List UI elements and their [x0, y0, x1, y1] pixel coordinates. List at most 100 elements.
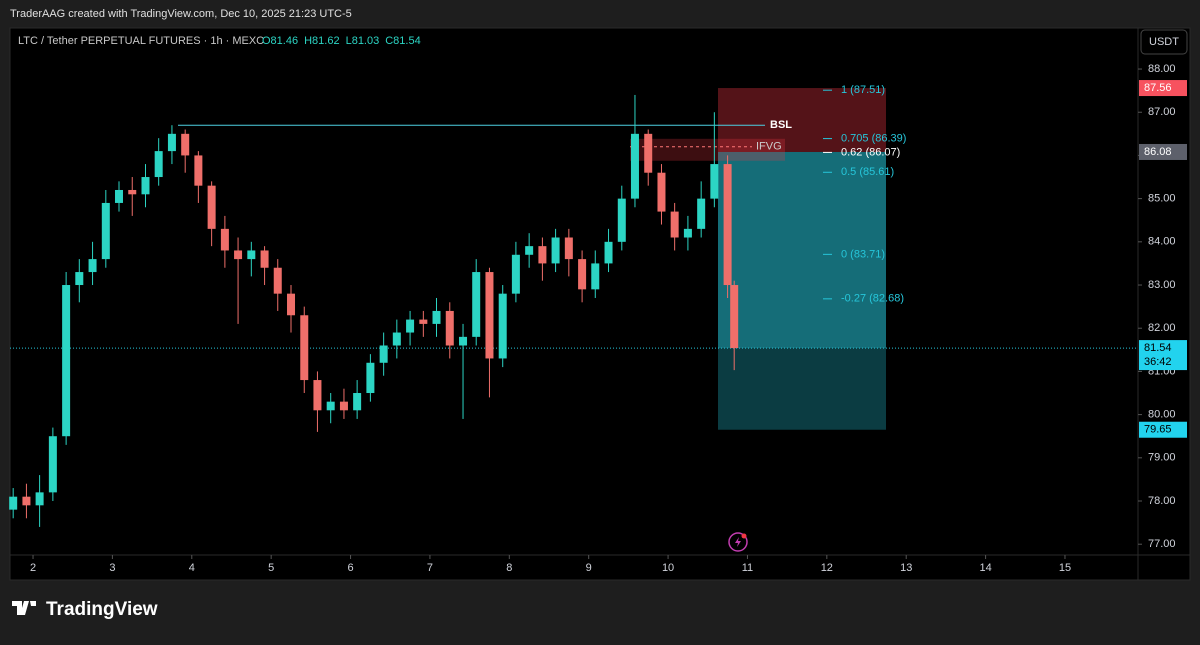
candle-body [591, 263, 600, 290]
candle-body [128, 189, 137, 195]
candle-body [154, 151, 163, 178]
candle-body [141, 177, 150, 195]
candle-body [167, 133, 176, 152]
candle-body [578, 259, 587, 290]
profit-zone [718, 151, 886, 349]
price-badge-label: 87.56 [1144, 82, 1172, 94]
candle-body [630, 133, 639, 199]
ifvg-label: IFVG [756, 141, 782, 153]
x-tick-label: 11 [742, 562, 753, 574]
price-badge-label: 86.08 [1144, 146, 1172, 158]
currency[interactable]: USDT [1149, 36, 1179, 48]
candle-body [683, 228, 692, 238]
candle-body [287, 293, 296, 316]
price-badge-label: 79.65 [1144, 424, 1172, 436]
candle-body [22, 496, 31, 506]
x-tick-label: 3 [109, 562, 115, 574]
y-tick-label: 87.00 [1148, 106, 1176, 118]
candle-body [273, 267, 282, 294]
x-tick-label: 14 [979, 562, 991, 574]
symbol: LTC / Tether PERPETUAL FUTURES · 1h · ME… [18, 35, 264, 47]
ohlc-value: C81.54 [385, 35, 420, 47]
y-tick-label: 85.00 [1148, 193, 1176, 205]
y-tick-label: 78.00 [1148, 495, 1176, 507]
candle-body [419, 319, 428, 324]
candle-body [730, 285, 739, 349]
y-tick-label: 88.00 [1148, 63, 1176, 75]
candle-body [194, 155, 203, 186]
price-badge [1139, 80, 1187, 97]
currency-button[interactable] [1140, 29, 1188, 55]
candle-body [564, 237, 573, 260]
candle-body [313, 380, 322, 411]
candle-body [247, 250, 256, 260]
x-tick-label: 5 [268, 562, 274, 574]
price-badge [1139, 143, 1187, 160]
x-tick-label: 13 [900, 562, 912, 574]
candle-body [670, 211, 679, 238]
candle-body [498, 293, 507, 359]
candle-body [234, 250, 243, 260]
candle-body [260, 250, 269, 268]
candle-body [48, 436, 57, 493]
candle-body [326, 401, 335, 411]
candle-body [432, 310, 441, 324]
candle-body [300, 315, 309, 381]
x-tick-label: 7 [427, 562, 433, 574]
candle-body [392, 332, 401, 346]
candle-body [657, 172, 666, 212]
candle-body [538, 246, 547, 264]
candle-body [617, 198, 626, 242]
x-tick-label: 10 [662, 562, 674, 574]
x-tick-label: 2 [30, 562, 36, 574]
candle-body [604, 241, 613, 264]
price-badge-label: 81.54 [1144, 342, 1172, 354]
ifvg-zone [630, 138, 785, 161]
candle-body [551, 237, 560, 264]
ohlc-value: O81.46 [262, 35, 298, 47]
candle-body [379, 345, 388, 363]
candle-body [406, 319, 415, 333]
fib-label: 0.62 (86.07) [841, 146, 900, 158]
x-tick-label: 4 [189, 562, 195, 574]
price-badge [1139, 340, 1187, 371]
x-tick-label: 15 [1059, 562, 1071, 574]
candle-body [525, 246, 534, 255]
candle-body [75, 272, 84, 286]
countdown: 36:42 [1144, 356, 1172, 368]
ohlc-value: L81.03 [346, 35, 380, 47]
stop-zone [718, 88, 886, 152]
candle-body [472, 272, 481, 337]
y-tick-label: 84.00 [1148, 236, 1176, 248]
fib-label: -0.27 (82.68) [841, 293, 904, 305]
x-tick-label: 8 [506, 562, 512, 574]
candle-body [644, 133, 653, 173]
candle-body [445, 310, 454, 346]
ohlc-value: H81.62 [304, 35, 339, 47]
candle-body [511, 254, 520, 294]
candle-body [207, 185, 216, 229]
candle-body [62, 285, 71, 437]
y-tick-label: 80.00 [1148, 409, 1176, 421]
candle-body [220, 228, 229, 251]
candle-body [366, 362, 375, 394]
candle-body [181, 133, 190, 156]
candle-body [459, 336, 468, 346]
candle-body [485, 272, 494, 359]
x-tick-label: 12 [821, 562, 833, 574]
fib-label: 0 (83.71) [841, 248, 885, 260]
candle-body [9, 496, 18, 510]
y-tick-label: 82.00 [1148, 322, 1176, 334]
candle-body [339, 401, 348, 411]
y-tick-label: 79.00 [1148, 452, 1176, 464]
y-tick-label: 83.00 [1148, 279, 1176, 291]
candle-body [710, 164, 719, 199]
bsl-label: BSL [770, 119, 792, 131]
chart-pane [9, 27, 1191, 581]
candle-body [723, 164, 732, 286]
fib-label: 0.705 (86.39) [841, 132, 906, 144]
candle-body [101, 202, 110, 260]
price-badge [1139, 421, 1187, 438]
x-tick-label: 6 [347, 562, 353, 574]
